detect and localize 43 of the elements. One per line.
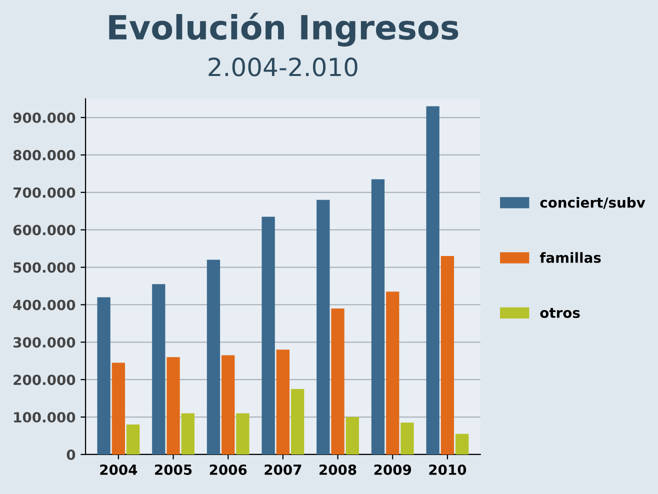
bar [181,413,194,454]
bar [166,357,180,454]
y-tick-label: 0 [66,449,76,460]
bar [236,413,250,454]
y-tick-label: 500.000 [14,262,76,273]
bar [206,260,220,454]
y-tick-label: 900.000 [13,112,76,123]
bar [440,256,454,454]
bar [426,106,440,454]
x-tick-label: 2006 [210,464,247,475]
bar [290,388,304,454]
bar [276,350,290,454]
y-tick-label: 800.000 [13,150,76,160]
bar [346,417,359,454]
bar [262,216,275,454]
x-tick-label: 2007 [264,464,302,475]
y-tick-label: 600.000 [13,224,76,236]
y-tick-label: 400.000 [13,300,76,310]
legend-label: otros [540,308,580,318]
bar [386,292,400,454]
bar [126,424,140,454]
y-tick-label: 100.000 [14,412,76,423]
y-tick-label: 200.000 [14,374,76,386]
bar [455,434,469,454]
y-tick-label: 700.000 [13,187,76,198]
bar [112,362,126,454]
legend-label: conciert/subv [540,197,646,209]
x-tick-label: 2010 [429,464,466,475]
bar [400,422,414,454]
x-tick-label: 2004 [100,464,138,475]
x-tick-label: 2005 [155,464,192,475]
y-tick-label: 300.000 [13,337,76,348]
bar [152,284,166,454]
chart-title: Evolución Ingresos [109,12,458,47]
x-tick-label: 2008 [320,464,356,475]
bar [371,179,385,454]
bar [97,297,110,454]
bar [316,200,330,454]
bar [222,355,235,454]
x-tick-label: 2009 [374,464,412,475]
legend-label: famillas [540,252,601,263]
chart-subtitle: 2.004-2.010 [208,58,358,76]
bar [331,308,344,454]
